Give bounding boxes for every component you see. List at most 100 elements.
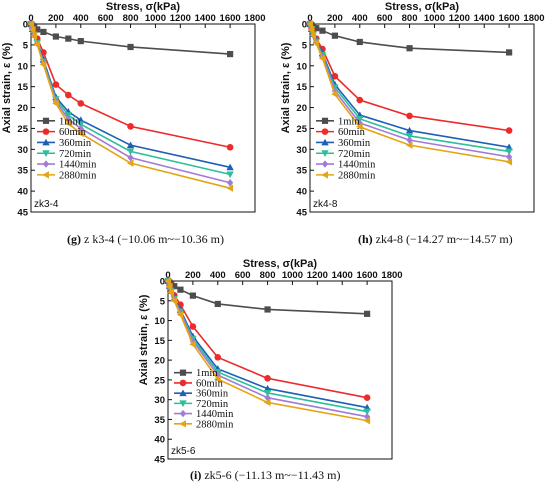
data-point: [405, 133, 414, 140]
caption-text: zk5-6 (−11.13 m~−11.43 m): [201, 468, 340, 482]
legend-marker-360min: [179, 389, 187, 397]
plot-frame: [309, 23, 535, 213]
x-tick-label: 1800: [244, 13, 265, 24]
legend-label-720min: 720min: [59, 149, 92, 160]
y-tick-label: 15: [154, 336, 165, 347]
panel-id-label: zk4-8: [313, 199, 338, 210]
legend-marker-60min: [42, 128, 50, 135]
x-tick-label: 200: [48, 13, 64, 24]
data-point: [214, 300, 221, 308]
legend-label-2880min: 2880min: [338, 170, 376, 181]
data-point: [313, 25, 320, 32]
data-point: [77, 100, 85, 107]
data-point: [127, 123, 134, 130]
series-line-2880min: [30, 23, 231, 189]
y-axis-title: Axial strain, ε (%): [138, 294, 150, 385]
data-point: [356, 38, 363, 46]
x-tick-label: 600: [98, 13, 114, 24]
x-tick-label: 0: [165, 270, 170, 281]
caption-text: zk4-8 (−14.27 m~−14.57 m): [373, 232, 513, 246]
data-point: [126, 148, 135, 156]
x-tick-label: 0: [307, 13, 312, 24]
series-2880min: [306, 20, 513, 166]
panel-id-label: zk3-4: [34, 199, 59, 210]
data-point: [505, 158, 513, 166]
y-tick-label: 5: [160, 296, 166, 307]
x-tick-label: 1200: [307, 270, 328, 281]
legend-marker-1min: [321, 117, 329, 124]
data-point: [170, 297, 178, 305]
y-tick-label: 0: [23, 20, 28, 31]
y-tick-label: 45: [17, 208, 28, 219]
data-point: [226, 184, 234, 192]
legend-label-60min: 60min: [338, 127, 366, 138]
legend-marker-2880min: [321, 171, 328, 179]
data-point: [164, 277, 171, 285]
data-point: [189, 323, 197, 330]
data-point: [319, 27, 326, 34]
legend-label-1440min: 1440min: [196, 409, 234, 420]
legend-marker-1440min: [321, 160, 329, 168]
x-tick-label: 1400: [474, 13, 495, 24]
y-tick-label: 10: [154, 316, 165, 327]
y-tick-label: 40: [154, 435, 165, 446]
data-point: [77, 38, 84, 45]
chart-panel-zk3-4: 0 200 400 600 800 1000 1200 1400 1600 1800 0 5 10 15 2…: [1, 1, 266, 246]
data-point: [226, 179, 234, 187]
x-tick-label: 1400: [195, 13, 216, 24]
data-point: [27, 20, 34, 28]
data-point: [227, 50, 234, 58]
data-point: [363, 408, 371, 416]
data-point: [177, 286, 184, 293]
data-point: [189, 340, 196, 348]
data-point: [226, 163, 234, 171]
data-point: [356, 123, 363, 131]
legend-marker-720min: [42, 150, 50, 157]
legend-label-2880min: 2880min: [196, 419, 234, 430]
y-axis-title: Axial strain, ε (%): [1, 42, 13, 133]
legend-label-720min: 720min: [338, 149, 371, 160]
data-point: [167, 288, 175, 297]
series-2880min: [27, 20, 234, 192]
y-tick-label: 25: [296, 124, 307, 135]
panel-caption: (h) zk4-8 (−14.27 m~−14.57 m): [358, 232, 513, 246]
series-2880min: [164, 277, 371, 425]
y-tick-label: 40: [17, 187, 28, 198]
data-point: [312, 39, 320, 47]
x-tick-label: 200: [327, 13, 343, 24]
x-tick-label: 1800: [381, 270, 402, 281]
data-point: [226, 143, 234, 151]
data-point: [39, 60, 47, 69]
y-tick-label: 45: [296, 208, 307, 219]
data-point: [363, 394, 371, 401]
x-tick-label: 800: [260, 270, 276, 281]
data-point: [307, 26, 315, 34]
data-point: [406, 112, 413, 120]
data-point: [64, 112, 73, 119]
data-point: [306, 20, 313, 28]
legend-label-60min: 60min: [196, 378, 224, 389]
x-tick-label: 400: [352, 13, 368, 24]
legend-label-1440min: 1440min: [338, 160, 376, 171]
data-point: [505, 148, 513, 156]
legend-label-1min: 1min: [196, 368, 218, 379]
data-point: [356, 115, 364, 123]
y-tick-label: 0: [160, 277, 165, 288]
data-point: [171, 283, 178, 290]
data-point: [33, 40, 41, 49]
data-point: [64, 119, 72, 128]
x-tick-label: 1000: [145, 13, 166, 24]
y-tick-label: 30: [154, 395, 165, 406]
x-axis-title: Stress, σ(kPa): [243, 258, 318, 270]
y-tick-label: 20: [154, 356, 165, 367]
data-point: [28, 26, 36, 34]
panel-caption: (i) zk5-6 (−11.13 m~−11.43 m): [190, 468, 340, 482]
x-tick-label: 800: [123, 13, 139, 24]
panel-caption: (g) z k3-4 (−10.06 m~−10.36 m): [67, 232, 224, 246]
y-tick-label: 20: [17, 103, 28, 114]
y-axis-title: Axial strain, ε (%): [280, 42, 292, 133]
legend-label-360min: 360min: [338, 138, 371, 149]
data-point: [264, 375, 271, 382]
